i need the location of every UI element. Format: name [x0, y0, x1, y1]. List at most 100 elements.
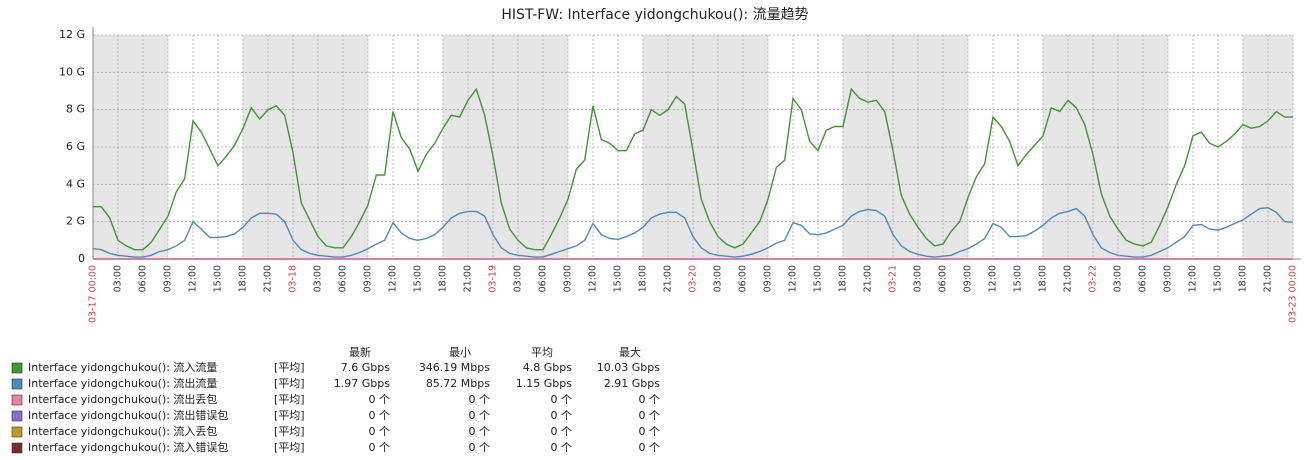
x-tick-label: 15:00 [813, 265, 824, 292]
x-tick-label: 21:00 [463, 265, 474, 292]
legend-stat: 0 个 [369, 393, 391, 406]
y-tick-label: 4 G [66, 177, 85, 190]
legend-stat: 4.8 Gbps [523, 361, 572, 374]
legend-header: 最小 [449, 346, 471, 359]
legend-func: [平均] [274, 393, 305, 406]
legend-stat: 0 个 [469, 393, 491, 406]
x-tick-label: 03-22 [1088, 265, 1099, 293]
x-tick-label: 09:00 [763, 265, 774, 292]
x-tick-label: 15:00 [413, 265, 424, 292]
legend-header: 最大 [619, 345, 641, 359]
x-tick-label: 03:00 [913, 265, 924, 292]
x-tick-label: 18:00 [438, 265, 449, 292]
x-tick-label: 03:00 [113, 265, 124, 292]
x-tick-label: 03-19 [488, 265, 499, 293]
x-tick-label: 15:00 [1013, 265, 1024, 292]
legend-stat: 0 个 [551, 425, 573, 438]
legend-stat: 0 个 [639, 441, 661, 454]
x-tick-label: 09:00 [163, 265, 174, 292]
legend-stat: 0 个 [551, 393, 573, 406]
x-tick-label: 12:00 [788, 265, 799, 292]
legend-stat: 0 个 [639, 409, 661, 422]
x-tick-label: 06:00 [938, 265, 949, 292]
series-line [93, 87, 1293, 251]
legend-stat: 1.97 Gbps [334, 377, 390, 390]
x-tick-label: 12:00 [1188, 265, 1199, 292]
x-tick-label: 21:00 [1063, 265, 1074, 292]
x-tick-label: 06:00 [738, 265, 749, 292]
x-tick-label: 15:00 [613, 265, 624, 292]
legend-name: Interface yidongchukou(): 流入丢包 [28, 424, 217, 438]
x-tick-label: 18:00 [1238, 265, 1249, 292]
legend-swatch [11, 442, 23, 454]
legend-name: Interface yidongchukou(): 流出错误包 [28, 408, 228, 422]
legend-func: [平均] [274, 377, 305, 390]
legend-stat: 7.6 Gbps [341, 361, 390, 374]
x-tick-label: 03:00 [713, 265, 724, 292]
x-tick-label: 12:00 [188, 265, 199, 292]
y-tick-label: 0 [78, 252, 85, 265]
legend-name: Interface yidongchukou(): 流出丢包 [28, 392, 217, 406]
x-tick-label: 09:00 [363, 265, 374, 292]
x-tick-label: 15:00 [1213, 265, 1224, 292]
legend-header: 最新 [349, 345, 371, 359]
x-tick-label: 03-18 [288, 265, 299, 293]
x-tick-label: 12:00 [588, 265, 599, 292]
legend-stat: 1.15 Gbps [516, 377, 572, 390]
legend-func: [平均] [274, 425, 305, 438]
legend-stat: 85.72 Mbps [426, 377, 490, 390]
x-tick-label: 12:00 [988, 265, 999, 292]
x-tick-label: 21:00 [263, 265, 274, 292]
legend-header: 平均 [531, 346, 553, 359]
x-tick-label: 06:00 [138, 265, 149, 292]
x-tick-label: 09:00 [1163, 265, 1174, 292]
y-tick-label: 6 G [66, 140, 85, 153]
x-tick-label: 18:00 [838, 265, 849, 292]
legend-swatch [11, 394, 23, 406]
y-tick-label: 2 G [66, 215, 85, 228]
x-tick-label: 06:00 [338, 265, 349, 292]
legend-stat: 0 个 [639, 425, 661, 438]
legend-stat: 0 个 [369, 409, 391, 422]
y-tick-label: 8 G [66, 103, 85, 116]
x-tick-label: 03:00 [1113, 265, 1124, 292]
series-line [92, 206, 1294, 258]
legend-stat: 0 个 [639, 393, 661, 406]
legend-stat: 0 个 [369, 441, 391, 454]
x-tick-label: 06:00 [538, 265, 549, 292]
legend-name: Interface yidongchukou(): 流入流量 [28, 360, 217, 374]
legend-name: Interface yidongchukou(): 流出流量 [28, 376, 217, 390]
x-tick-label: 21:00 [863, 265, 874, 292]
chart-title: HIST-FW: Interface yidongchukou(): 流量趋势 [501, 7, 808, 23]
x-tick-label: 03-17 00:00 [88, 265, 99, 323]
legend-stat: 0 个 [369, 425, 391, 438]
x-tick-label: 03:00 [313, 265, 324, 292]
x-tick-label: 18:00 [1038, 265, 1049, 292]
legend-stat: 0 个 [551, 409, 573, 422]
x-tick-label: 18:00 [638, 265, 649, 292]
x-tick-label: 03-21 [888, 265, 899, 293]
legend-stat: 0 个 [469, 441, 491, 454]
legend-func: [平均] [274, 361, 305, 374]
legend-stat: 10.03 Gbps [597, 361, 660, 374]
x-tick-label: 06:00 [1138, 265, 1149, 292]
x-tick-label: 09:00 [563, 265, 574, 292]
legend-func: [平均] [274, 409, 305, 422]
x-tick-label: 03:00 [513, 265, 524, 292]
x-tick-label: 12:00 [388, 265, 399, 292]
x-tick-label: 21:00 [663, 265, 674, 292]
legend-swatch [11, 410, 23, 422]
legend-stat: 346.19 Mbps [419, 361, 490, 374]
x-tick-label: 18:00 [238, 265, 249, 292]
legend-stat: 0 个 [469, 425, 491, 438]
legend-stat: 2.91 Gbps [604, 377, 660, 390]
x-tick-label: 09:00 [963, 265, 974, 292]
legend-stat: 0 个 [469, 409, 491, 422]
x-tick-label: 15:00 [213, 265, 224, 292]
y-tick-label: 10 G [59, 65, 85, 78]
legend-swatch [11, 362, 23, 374]
x-tick-label: 03-23 00:00 [1288, 265, 1299, 323]
legend-name: Interface yidongchukou(): 流入错误包 [28, 440, 228, 454]
legend-swatch [11, 378, 23, 390]
